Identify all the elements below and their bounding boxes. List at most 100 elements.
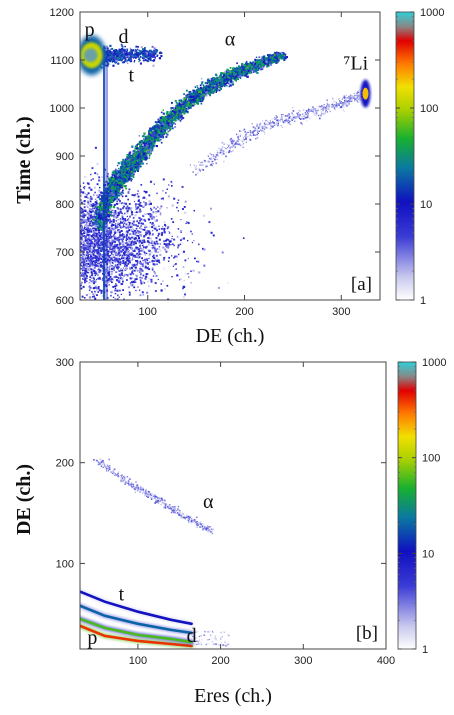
heatmap-cell [102,255,104,257]
heatmap-cell [84,297,86,299]
heatmap-cell [171,185,173,187]
heatmap-cell [131,211,133,214]
heatmap-cell [102,273,104,275]
heatmap-cell [119,212,121,214]
heatmap-cell [267,54,270,57]
heatmap-cell [80,199,82,202]
heatmap-cell [133,216,135,219]
heatmap-cell [80,254,82,256]
heatmap-cell [148,249,151,252]
heatmap-cell [129,266,131,269]
heatmap-cell [89,228,91,231]
heatmap-cell [96,265,98,267]
heatmap-cell [144,156,147,159]
heatmap-cell [82,247,85,250]
heatmap-cell [86,211,89,214]
heatmap-cell [172,265,174,267]
heatmap-cell [149,222,151,224]
heatmap-cell [105,226,107,228]
heatmap-cell [137,199,140,202]
heatmap-cell [105,253,108,255]
heatmap-cell [117,211,120,214]
heatmap-cell [82,264,85,267]
heatmap-cell [139,204,141,207]
heatmap-cell [84,214,87,217]
heatmap-cell [109,280,112,282]
heatmap-cell [122,207,125,210]
heatmap-cell [132,220,135,223]
heatmap-cell [108,259,111,262]
heatmap-cell [100,238,102,240]
heatmap-cell [121,191,123,193]
heatmap-cell [126,279,128,281]
heatmap-cell [120,274,123,276]
heatmap-cell [152,275,154,277]
heatmap-cell [110,247,112,249]
heatmap-cell [123,275,126,277]
heatmap-cell [119,240,122,243]
heatmap-cell [107,240,109,243]
heatmap-cell [127,198,129,201]
heatmap-cell [147,266,150,268]
heatmap-cell [138,199,140,201]
heatmap-cell [138,289,141,291]
heatmap-cell [147,218,150,221]
heatmap-cell [107,219,110,221]
heatmap-cell [197,260,200,263]
heatmap-cell [143,214,145,216]
heatmap-cell [164,115,166,118]
heatmap-cell [155,237,158,240]
heatmap-cell [85,237,88,240]
heatmap-cell [149,180,153,183]
heatmap-cell [153,224,155,226]
heatmap-cell [143,132,146,135]
heatmap-cell [141,280,144,283]
heatmap-cell [115,305,117,307]
heatmap-cell [130,244,133,246]
heatmap-cell [116,279,119,282]
heatmap-cell [114,275,117,278]
heatmap-cell [86,271,89,274]
heatmap-cell [177,118,180,121]
heatmap-cell [90,224,93,227]
heatmap-cell [130,220,132,222]
heatmap-cell [180,231,182,233]
heatmap-cell [95,235,98,237]
heatmap-cell [83,206,86,208]
heatmap-cell [261,68,264,70]
heatmap-cell [94,215,97,218]
heatmap-cell [86,230,89,232]
heatmap-cell [105,250,107,252]
heatmap-cell [124,202,128,205]
heatmap-cell [100,241,103,244]
heatmap-cell [99,204,101,207]
heatmap-cell [86,182,89,184]
heatmap-cell [81,235,84,237]
heatmap-cell [146,230,149,233]
heatmap-cell [154,290,157,292]
heatmap-cell [110,262,112,265]
heatmap-cell [97,251,100,254]
heatmap-cell [92,287,95,290]
heatmap-cell [83,227,85,230]
heatmap-cell [128,220,131,222]
heatmap-cell [107,245,109,247]
heatmap-cell [135,260,137,262]
heatmap-cell [168,228,171,230]
heatmap-cell [148,253,151,256]
heatmap-cell [107,277,110,280]
heatmap-cell [135,289,137,292]
heatmap-cell [86,251,88,253]
heatmap-cell [156,192,158,195]
heatmap-cell [91,216,94,218]
heatmap-cell [89,275,91,277]
heatmap-cell [139,273,142,276]
heatmap-cell [96,163,99,165]
heatmap-cell [124,261,127,264]
heatmap-cell [117,207,120,210]
heatmap-cell [126,267,128,270]
heatmap-cell [118,230,120,232]
heatmap-cell [124,255,127,258]
heatmap-cell [167,298,170,300]
heatmap-cell [96,194,98,197]
